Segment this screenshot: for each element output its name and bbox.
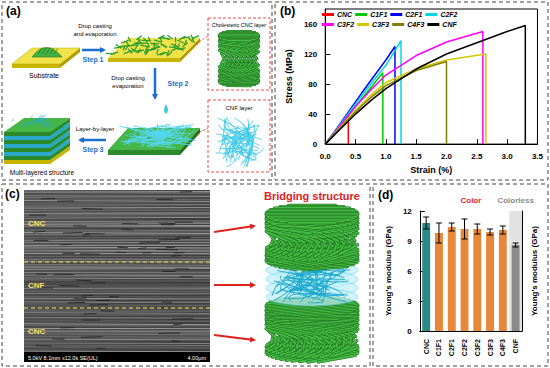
svg-text:4.00μm: 4.00μm — [188, 355, 207, 361]
svg-text:Layer-by-layer: Layer-by-layer — [76, 126, 114, 132]
svg-text:Cholesteric CNC layer: Cholesteric CNC layer — [212, 22, 267, 28]
svg-text:Step 2: Step 2 — [167, 80, 188, 88]
svg-text:3.5: 3.5 — [532, 152, 544, 161]
svg-text:Bridging structure: Bridging structure — [264, 190, 360, 202]
svg-text:Young's modulus (GPa): Young's modulus (GPa) — [530, 226, 539, 316]
svg-text:0.5: 0.5 — [350, 152, 362, 161]
svg-text:6: 6 — [407, 267, 412, 276]
svg-text:(b): (b) — [280, 4, 295, 18]
svg-text:0: 0 — [407, 327, 412, 336]
svg-text:(d): (d) — [378, 188, 393, 202]
svg-text:C3F2: C3F2 — [474, 339, 481, 356]
svg-text:12: 12 — [403, 207, 412, 216]
svg-text:5.0kV 8.1mm x12.0k SE(UL): 5.0kV 8.1mm x12.0k SE(UL) — [28, 355, 98, 361]
svg-text:C1F1: C1F1 — [435, 339, 442, 356]
svg-text:80: 80 — [308, 80, 317, 89]
svg-text:evaporation: evaporation — [112, 83, 143, 89]
svg-text:1.0: 1.0 — [380, 152, 392, 161]
svg-text:0: 0 — [313, 140, 318, 149]
svg-text:C2F1: C2F1 — [448, 339, 455, 356]
svg-text:CNC: CNC — [423, 339, 430, 354]
svg-text:CNF: CNF — [28, 281, 45, 290]
svg-text:C4F3: C4F3 — [499, 339, 506, 356]
svg-text:CNF layer: CNF layer — [225, 105, 252, 111]
svg-text:Drop casting: Drop casting — [111, 75, 145, 81]
svg-text:Stress (MPa): Stress (MPa) — [284, 49, 294, 104]
svg-text:Young's modulus (GPa): Young's modulus (GPa) — [384, 226, 393, 316]
svg-text:Substrate: Substrate — [29, 72, 59, 79]
svg-text:Multi-layered structure: Multi-layered structure — [10, 169, 75, 177]
svg-text:(a): (a) — [6, 4, 21, 18]
svg-text:Strain (%): Strain (%) — [410, 165, 452, 175]
svg-text:Step 1: Step 1 — [82, 56, 103, 64]
svg-text:C3F3: C3F3 — [372, 21, 389, 28]
svg-text:C3F3: C3F3 — [487, 339, 494, 356]
svg-text:CNC: CNC — [28, 327, 46, 336]
svg-text:0.0: 0.0 — [320, 152, 332, 161]
svg-text:120: 120 — [304, 50, 318, 59]
svg-text:Drop casting: Drop casting — [78, 23, 112, 29]
svg-text:C1F1: C1F1 — [370, 11, 387, 18]
svg-text:CNF: CNF — [512, 338, 519, 353]
svg-text:Step 3: Step 3 — [82, 146, 103, 154]
svg-text:C4F3: C4F3 — [407, 21, 424, 28]
svg-text:2.5: 2.5 — [471, 152, 483, 161]
svg-text:(c): (c) — [5, 187, 20, 201]
svg-text:CNC: CNC — [28, 219, 46, 228]
svg-text:Colorless: Colorless — [497, 196, 534, 205]
svg-text:and evaporation: and evaporation — [73, 31, 116, 37]
svg-text:Color: Color — [460, 196, 481, 205]
svg-text:3: 3 — [407, 297, 412, 306]
svg-text:C2F2: C2F2 — [440, 11, 457, 18]
svg-text:1.5: 1.5 — [411, 152, 423, 161]
svg-text:2.0: 2.0 — [441, 152, 453, 161]
svg-text:C3F2: C3F2 — [337, 21, 354, 28]
svg-text:C2F1: C2F1 — [405, 11, 422, 18]
svg-text:9: 9 — [407, 237, 412, 246]
svg-text:40: 40 — [308, 110, 317, 119]
svg-text:CNC: CNC — [337, 11, 353, 18]
svg-text:C2F2: C2F2 — [461, 339, 468, 356]
svg-text:3.0: 3.0 — [502, 152, 514, 161]
svg-text:CNF: CNF — [442, 21, 457, 28]
svg-text:160: 160 — [304, 20, 318, 29]
